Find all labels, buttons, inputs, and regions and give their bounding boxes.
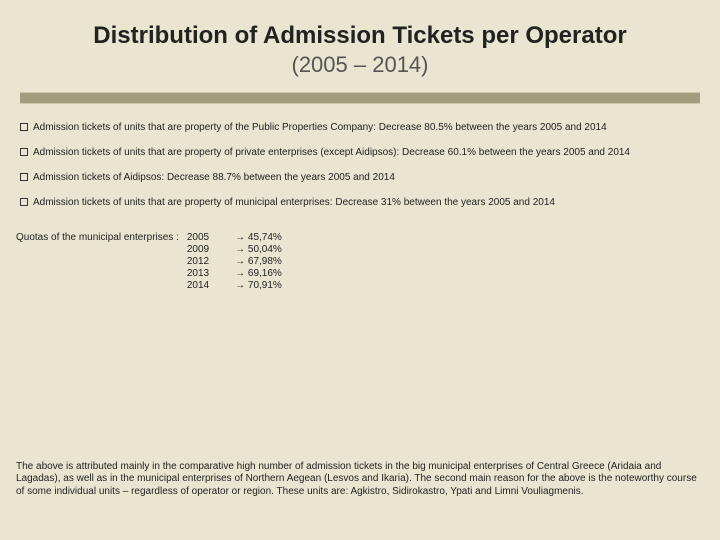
title-main: Distribution of Admission Tickets per Op… [20, 22, 700, 50]
bullet-item: Admission tickets of units that are prop… [20, 122, 700, 133]
bullet-text: Admission tickets of units that are prop… [33, 197, 555, 208]
bullet-square-icon [20, 198, 28, 206]
bullet-text: Admission tickets of Aidipsos: Decrease … [33, 172, 395, 183]
quotas-label: Quotas of the municipal enterprises : [16, 232, 179, 291]
divider-bar [20, 92, 700, 104]
footer-paragraph: The above is attributed mainly in the co… [16, 461, 700, 499]
quota-year: 2009 [187, 244, 209, 255]
quota-year: 2014 [187, 280, 209, 291]
quota-value: → 67,98% [235, 256, 282, 267]
quotas-years-column: 2005 2009 2012 2013 2014 [187, 232, 209, 291]
bullet-square-icon [20, 173, 28, 181]
quotas-block: Quotas of the municipal enterprises : 20… [0, 222, 720, 291]
title-block: Distribution of Admission Tickets per Op… [0, 0, 720, 86]
bullet-square-icon [20, 123, 28, 131]
quota-value: → 69,16% [235, 268, 282, 279]
quotas-values-column: → 45,74% → 50,04% → 67,98% → 69,16% → 70… [235, 232, 282, 291]
quota-year: 2013 [187, 268, 209, 279]
bullet-item: Admission tickets of units that are prop… [20, 147, 700, 158]
quota-value: → 70,91% [235, 280, 282, 291]
bullet-square-icon [20, 148, 28, 156]
bullet-list: Admission tickets of units that are prop… [0, 122, 720, 208]
bullet-text: Admission tickets of units that are prop… [33, 122, 607, 133]
quota-year: 2012 [187, 256, 209, 267]
bullet-text: Admission tickets of units that are prop… [33, 147, 630, 158]
quota-year: 2005 [187, 232, 209, 243]
title-sub: (2005 – 2014) [20, 52, 700, 78]
bullet-item: Admission tickets of units that are prop… [20, 197, 700, 208]
quota-value: → 50,04% [235, 244, 282, 255]
quota-value: → 45,74% [235, 232, 282, 243]
bullet-item: Admission tickets of Aidipsos: Decrease … [20, 172, 700, 183]
